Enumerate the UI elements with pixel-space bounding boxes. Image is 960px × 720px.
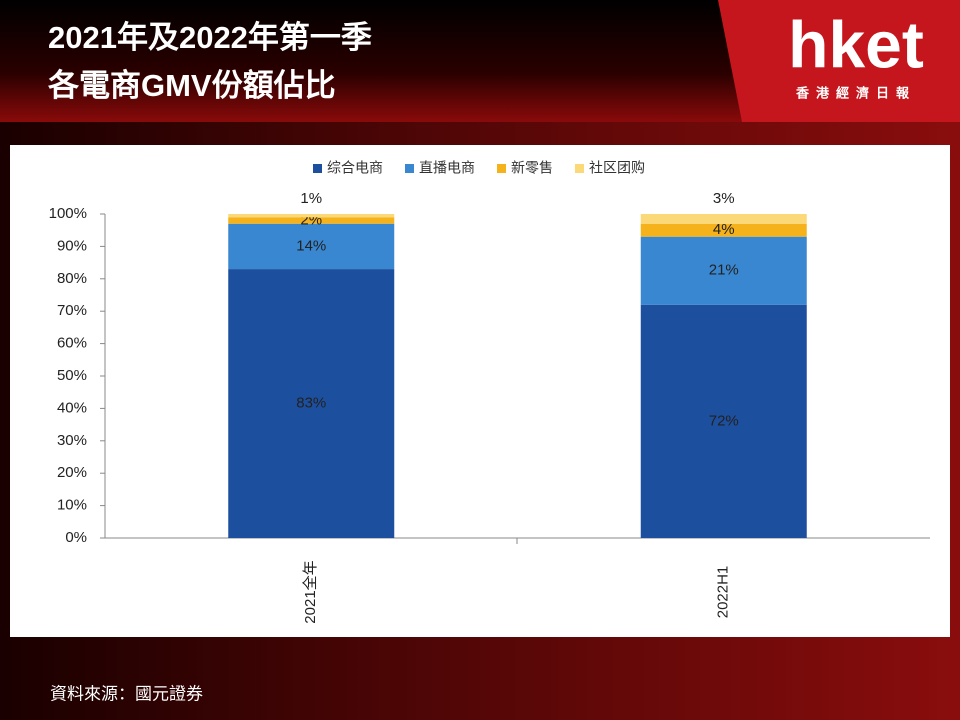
source-note: 資料來源：國元證券	[50, 684, 203, 703]
x-tick-label: 2021全年	[301, 560, 319, 623]
value-label: 4%	[713, 221, 735, 238]
y-tick-label: 30%	[57, 432, 87, 449]
y-tick-label: 100%	[49, 205, 87, 222]
y-tick-label: 0%	[65, 529, 87, 546]
logo-subtitle: 香港經濟日報	[795, 85, 916, 100]
chart-panel	[10, 145, 950, 637]
value-label: 1%	[300, 190, 322, 207]
value-label: 83%	[296, 395, 326, 412]
legend-swatch	[405, 164, 414, 173]
value-label: 3%	[713, 190, 735, 207]
bar-segment	[228, 217, 395, 224]
y-tick-label: 10%	[57, 497, 87, 514]
y-tick-label: 60%	[57, 335, 87, 352]
bar-segment	[228, 223, 395, 270]
title-line: 各電商GMV份額佔比	[47, 68, 336, 103]
legend-swatch	[497, 164, 506, 173]
bar-segment	[640, 304, 807, 538]
x-tick-label: 2022H1	[715, 566, 732, 619]
value-label: 72%	[709, 412, 739, 429]
legend-label: 新零售	[511, 160, 553, 176]
y-tick-label: 40%	[57, 399, 87, 416]
bar-segment	[228, 214, 395, 218]
bar-segment	[640, 214, 807, 224]
legend-label: 社区团购	[589, 160, 645, 176]
value-label: 14%	[296, 237, 326, 254]
bar-segment	[228, 269, 395, 538]
legend-label: 综合电商	[327, 160, 383, 176]
value-label: 21%	[709, 262, 739, 279]
title-line: 2021年及2022年第一季	[48, 20, 372, 55]
bar-segment	[640, 236, 807, 305]
y-tick-label: 70%	[57, 302, 87, 319]
legend-label: 直播电商	[419, 160, 475, 176]
y-tick-label: 80%	[57, 270, 87, 287]
logo-band	[718, 0, 960, 122]
legend-swatch	[575, 164, 584, 173]
legend-swatch	[313, 164, 322, 173]
bar-segment	[640, 223, 807, 237]
y-tick-label: 90%	[57, 237, 87, 254]
logo: hket	[788, 7, 924, 81]
y-tick-label: 50%	[57, 367, 87, 384]
value-label: 2%	[300, 211, 322, 228]
y-tick-label: 20%	[57, 464, 87, 481]
